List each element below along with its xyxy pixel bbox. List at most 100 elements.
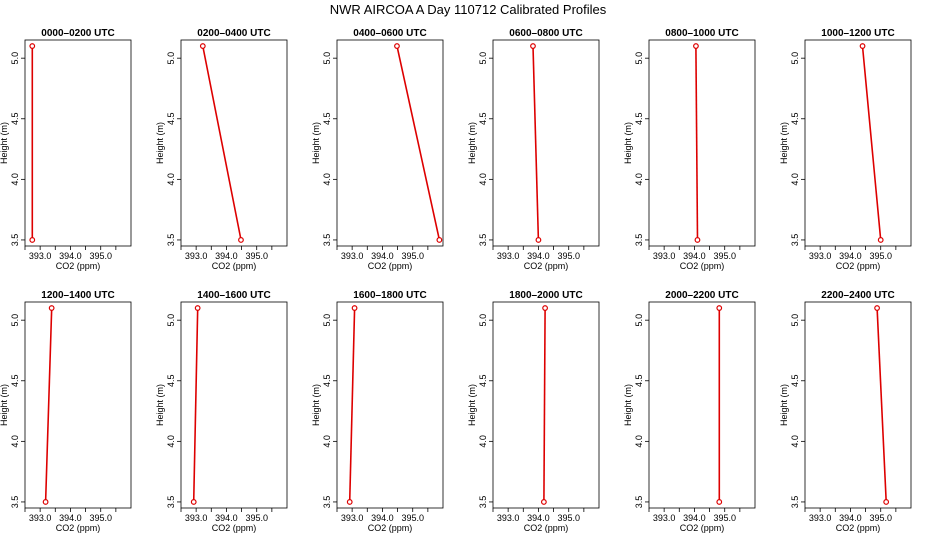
panel-title: 1600–1800 UTC [353,290,426,301]
x-tick-label: 393.0 [29,513,52,523]
x-tick-label: 395.0 [89,251,112,261]
y-axis-label: Height (m) [0,122,9,164]
y-tick-label: 3.5 [166,496,176,509]
x-axis-label: CO2 (ppm) [836,523,881,533]
y-axis-label: Height (m) [311,122,321,164]
x-tick-label: 394.0 [527,513,550,523]
y-tick-label: 4.0 [10,173,20,186]
y-tick-label: 3.5 [166,234,176,247]
y-tick-label: 3.5 [478,496,488,509]
data-point [346,499,353,505]
y-tick-label: 4.0 [790,173,800,186]
y-tick-label: 3.5 [322,496,332,509]
x-tick-label: 395.0 [869,251,892,261]
x-tick-label: 395.0 [557,513,580,523]
profile-line [543,308,546,502]
data-point [351,305,358,311]
panel-title: 0200–0400 UTC [197,28,270,39]
x-tick-label: 394.0 [683,251,706,261]
data-point [883,499,890,505]
panel-title: 0400–0600 UTC [353,28,426,39]
x-tick-label: 393.0 [497,251,520,261]
x-axis-label: CO2 (ppm) [524,261,569,271]
chart-panel: 1400–1600 UTC 393.0 394.0 395.0 3.5 4.0 4.5 5.0… [155,290,288,533]
data-point [436,237,443,243]
data-point [394,43,400,49]
panel-title: 0600–0800 UTC [509,28,582,39]
x-axis-label: CO2 (ppm) [368,523,413,533]
x-tick-label: 395.0 [869,513,892,523]
y-tick-label: 5.0 [322,314,332,327]
y-tick-label: 3.5 [634,496,644,509]
panel-title: 0000–0200 UTC [41,28,114,39]
data-point [29,43,36,49]
y-tick-label: 4.0 [634,435,644,448]
y-axis-label: Height (m) [779,122,789,164]
x-axis-label: CO2 (ppm) [56,261,101,271]
chart-panel: 0600–0800 UTC 393.0 394.0 395.0 3.5 4.0 4.5 5.0… [467,28,600,271]
y-tick-label: 4.5 [478,375,488,388]
y-tick-label: 5.0 [790,314,800,327]
plot-frame [804,301,912,509]
data-point [877,237,884,243]
y-tick-label: 5.0 [478,314,488,327]
data-point [542,305,548,311]
y-tick-label: 4.5 [634,113,644,126]
x-axis-label: CO2 (ppm) [836,261,881,271]
data-point [716,499,723,505]
panel-title: 1800–2000 UTC [509,290,582,301]
y-axis-label: Height (m) [623,122,633,164]
profile-line [44,308,53,502]
profile-line [861,46,882,240]
y-tick-label: 5.0 [166,52,176,65]
x-tick-label: 395.0 [557,251,580,261]
y-tick-label: 3.5 [790,234,800,247]
x-tick-label: 393.0 [341,251,364,261]
data-point [540,499,547,505]
data-point [194,305,201,311]
y-axis-label: Height (m) [467,384,477,426]
y-tick-label: 4.0 [322,435,332,448]
y-tick-label: 4.5 [478,113,488,126]
x-tick-label: 394.0 [371,513,394,523]
x-tick-label: 394.0 [215,513,238,523]
y-tick-label: 3.5 [790,496,800,509]
chart-panel: 2200–2400 UTC 393.0 394.0 395.0 3.5 4.0 4.5 5.0… [779,290,912,533]
x-axis-label: CO2 (ppm) [56,523,101,533]
y-tick-label: 4.5 [166,113,176,126]
panel-title: 1200–1400 UTC [41,290,114,301]
y-tick-label: 4.0 [10,435,20,448]
x-tick-label: 393.0 [341,513,364,523]
x-tick-label: 393.0 [809,513,832,523]
y-tick-label: 4.0 [634,173,644,186]
y-tick-label: 4.0 [478,173,488,186]
x-tick-label: 393.0 [29,251,52,261]
x-tick-label: 393.0 [809,251,832,261]
chart-panel: 1800–2000 UTC 393.0 394.0 395.0 3.5 4.0 4.5 5.0… [467,290,600,533]
y-tick-label: 5.0 [634,52,644,65]
plot-frame [336,39,444,247]
chart-panel: 0000–0200 UTC 393.0 394.0 395.0 3.5 4.0 4.5 5.0… [0,28,132,271]
data-point [716,305,723,311]
data-point [199,43,206,49]
x-tick-label: 393.0 [653,513,676,523]
x-tick-label: 394.0 [839,513,862,523]
y-tick-label: 4.5 [322,113,332,126]
y-tick-label: 4.5 [10,113,20,126]
data-point [694,237,701,243]
x-axis-label: CO2 (ppm) [368,261,413,271]
y-tick-label: 5.0 [478,52,488,65]
figure-title: NWR AIRCOA A Day 110712 Calibrated Profi… [330,2,607,17]
y-tick-label: 5.0 [10,52,20,65]
y-tick-label: 4.0 [166,435,176,448]
y-axis-label: Height (m) [623,384,633,426]
panel-title: 1400–1600 UTC [197,290,270,301]
panel-title: 1000–1200 UTC [821,28,894,39]
y-tick-label: 3.5 [10,234,20,247]
x-tick-label: 393.0 [653,251,676,261]
y-axis-label: Height (m) [0,384,9,426]
data-point [859,43,866,49]
y-tick-label: 4.5 [166,375,176,388]
data-point [874,305,880,311]
x-axis-label: CO2 (ppm) [524,523,569,533]
